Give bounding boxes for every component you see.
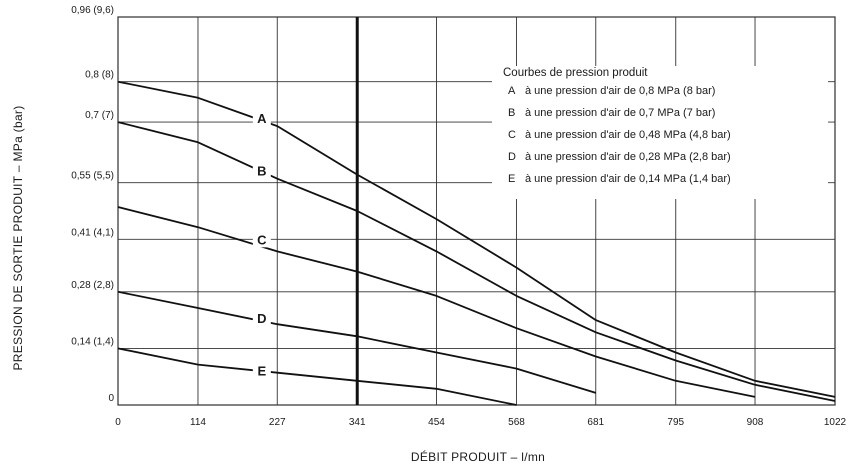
pressure-curves xyxy=(117,80,836,406)
y-tick-label-2: 0,28 (2,8) xyxy=(71,280,114,291)
y-tick-label-1: 0,14 (1,4) xyxy=(71,336,114,347)
curve-e xyxy=(117,347,517,406)
x-tick-label-9: 1022 xyxy=(824,417,847,428)
y-tick-label-4: 0,55 (5,5) xyxy=(71,171,114,182)
curve-c xyxy=(117,206,756,398)
y-tick-label-0: 0 xyxy=(108,393,114,404)
x-tick-label-0: 0 xyxy=(115,417,121,428)
axis-ticks: 0 114 227 341 454 568 681 795 908 1022 0 0,14 (1,4)… xyxy=(71,5,846,428)
legend-title: Courbes de pression produit xyxy=(503,67,648,79)
y-tick-label-7: 0,96 (9,6) xyxy=(71,5,114,16)
legend-key-d: D xyxy=(508,151,516,163)
x-axis-label: DÉBIT PRODUIT – l/mn xyxy=(411,449,545,464)
y-tick-label-5: 0,7 (7) xyxy=(85,110,114,121)
x-tick-label-8: 908 xyxy=(747,417,764,428)
legend-background xyxy=(492,66,828,199)
legend-entry-e: à une pression d'air de 0,14 MPa (1,4 ba… xyxy=(525,173,731,185)
legend-key-a: A xyxy=(508,85,516,97)
legend-entry-c: à une pression d'air de 0,48 MPa (4,8 ba… xyxy=(525,129,731,141)
x-tick-label-2: 227 xyxy=(269,417,286,428)
legend-entry-b: à une pression d'air de 0,7 MPa (7 bar) xyxy=(525,107,715,119)
legend-key-b: B xyxy=(508,107,515,119)
y-tick-label-6: 0,8 (8) xyxy=(85,70,114,81)
x-tick-label-4: 454 xyxy=(428,417,445,428)
curve-label-c: C xyxy=(257,232,267,247)
curve-label-bg-d xyxy=(252,310,271,327)
curve-label-a: A xyxy=(257,111,267,126)
x-tick-label-1: 114 xyxy=(190,417,206,428)
curve-label-bg-b xyxy=(252,162,271,179)
legend-entry-a: à une pression d'air de 0,8 MPa (8 bar) xyxy=(525,85,715,97)
curve-label-e: E xyxy=(257,364,266,379)
curve-d xyxy=(117,290,597,394)
y-tick-label-3: 0,41 (4,1) xyxy=(71,227,114,238)
curve-labels: A B C D E xyxy=(252,110,271,379)
x-tick-label-6: 681 xyxy=(587,417,604,428)
legend-key-e: E xyxy=(508,173,515,185)
legend-key-c: C xyxy=(508,129,516,141)
x-tick-label-7: 795 xyxy=(667,417,684,428)
curve-label-d: D xyxy=(257,311,266,326)
curve-a xyxy=(117,80,836,398)
curve-label-b: B xyxy=(257,164,266,179)
x-tick-label-5: 568 xyxy=(508,417,525,428)
curve-label-bg-c xyxy=(252,231,271,248)
legend-entry-d: à une pression d'air de 0,28 MPa (2,8 ba… xyxy=(525,151,731,163)
curve-label-bg-e xyxy=(252,362,271,379)
grid xyxy=(117,16,836,406)
y-axis-label: PRESSION DE SORTIE PRODUIT – MPa (bar) xyxy=(11,105,25,370)
curve-label-bg-a xyxy=(252,110,271,127)
curve-b xyxy=(117,121,836,402)
x-tick-label-3: 341 xyxy=(349,417,366,428)
